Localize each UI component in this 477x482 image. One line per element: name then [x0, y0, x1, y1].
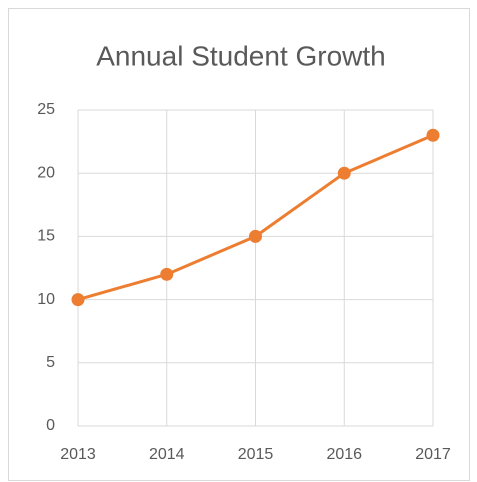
- x-tick-label: 2017: [415, 446, 451, 463]
- marker: [249, 229, 262, 243]
- marker: [426, 128, 440, 142]
- y-tick-label: 0: [46, 417, 55, 434]
- chart-title: Annual Student Growth: [96, 40, 386, 71]
- y-tick-label: 15: [37, 228, 55, 245]
- y-tick-label: 10: [37, 291, 55, 308]
- x-tick-label: 2015: [238, 446, 274, 463]
- y-tick-label: 25: [37, 101, 55, 118]
- x-tick-label: 2014: [149, 446, 185, 463]
- x-tick-label: 2013: [60, 446, 96, 463]
- marker: [71, 293, 85, 307]
- y-tick-label: 5: [46, 354, 55, 371]
- y-tick-label: 20: [37, 164, 55, 181]
- marker: [160, 267, 174, 281]
- x-tick-label: 2016: [326, 446, 362, 463]
- marker: [337, 166, 351, 180]
